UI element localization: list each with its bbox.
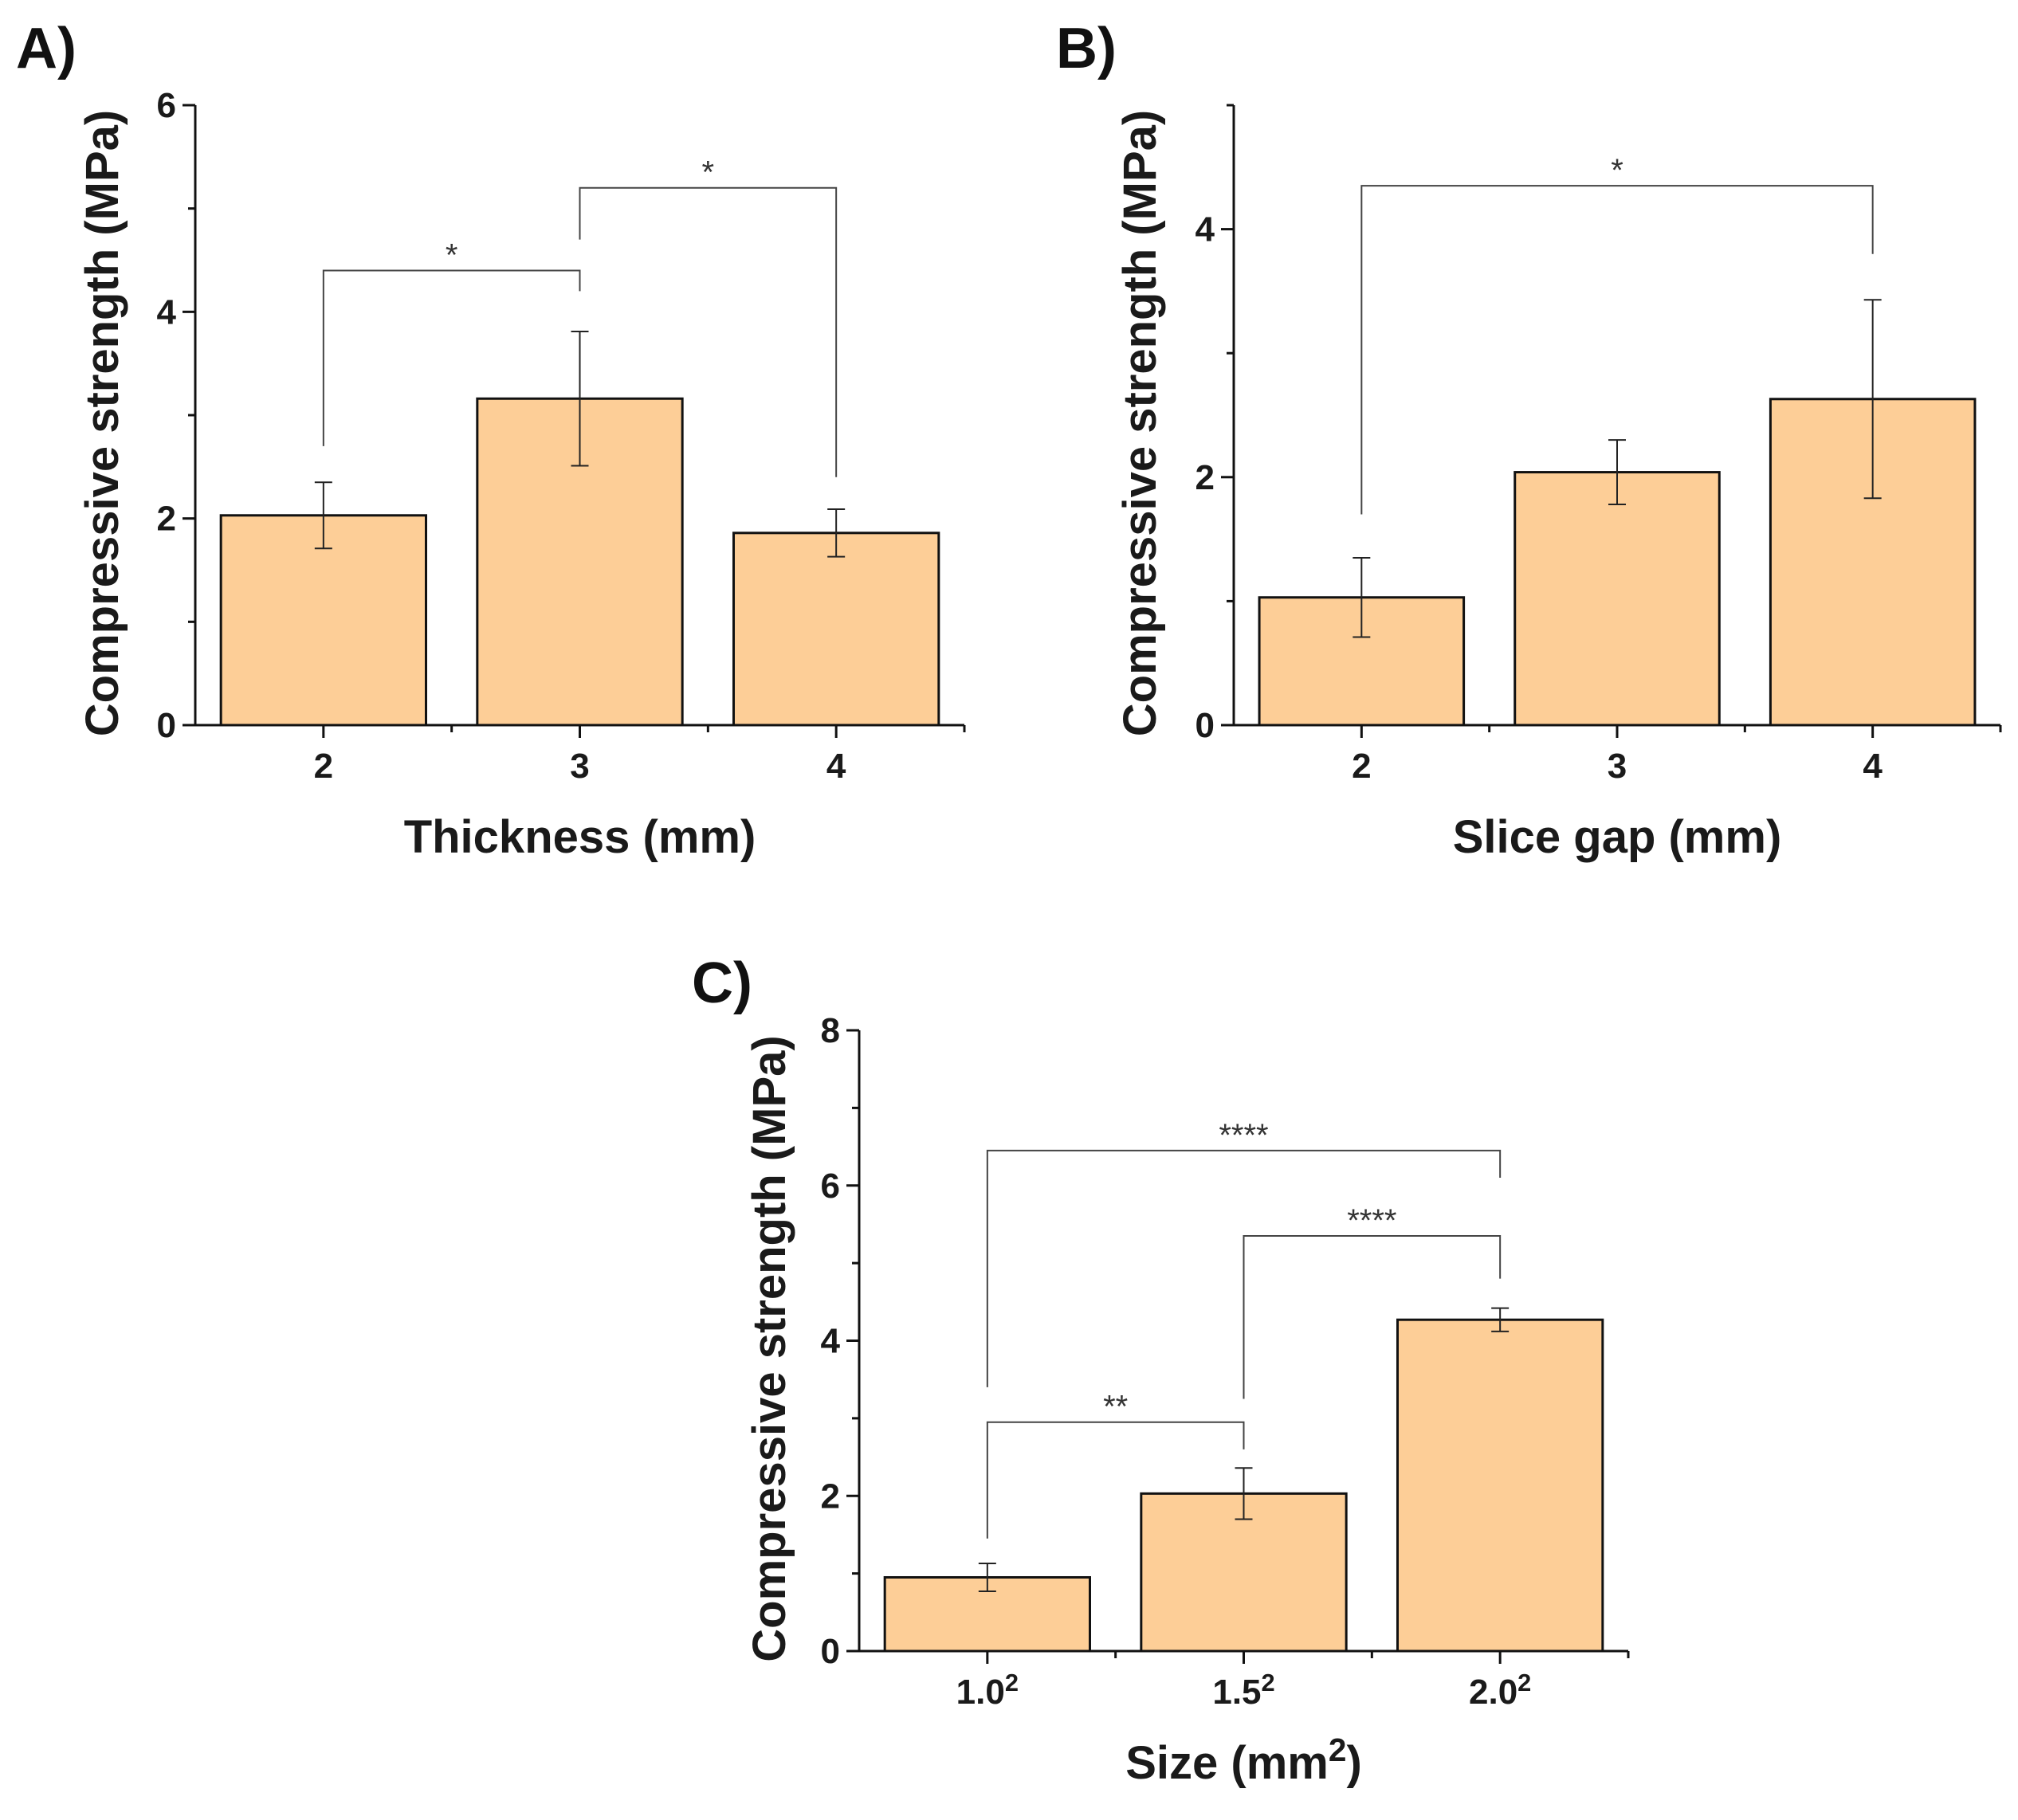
chart-c-significance-label: **** <box>1219 1118 1268 1153</box>
chart-c-error-bar <box>1235 1467 1253 1520</box>
chart-b-bar <box>1514 471 1721 727</box>
chart-c-significance-line <box>986 1421 1245 1539</box>
chart-c-significance-line <box>986 1149 1502 1387</box>
chart-c-panel-label: C) <box>692 951 752 1015</box>
chart-panel-b: B) 0 2 4 2 3 4 Slice gap (mm) Compressive streng… <box>1056 17 2002 863</box>
chart-b-significance-bracket: * <box>1360 153 1874 515</box>
chart-b-x-axis-title: Slice gap (mm) <box>1453 811 1782 863</box>
chart-a-x-tick-label: 4 <box>826 747 846 786</box>
chart-a-significance-line <box>579 186 838 477</box>
chart-c-x-axis-title: Size (mm2) <box>1125 1732 1362 1789</box>
chart-a-significance-bracket: * <box>322 237 581 446</box>
chart-c-y-tick-label: 2 <box>821 1477 840 1516</box>
chart-b-error-bar <box>1863 299 1882 500</box>
chart-b-y-tick-label: 2 <box>1195 458 1215 497</box>
chart-b-panel-label: B) <box>1056 17 1117 80</box>
chart-a-error-bar <box>571 330 589 467</box>
chart-a-bar <box>219 514 427 727</box>
chart-a-significance-line <box>322 269 581 446</box>
chart-a-y-tick-label: 4 <box>157 292 177 331</box>
chart-c-x-tick-label: 1.52 <box>1212 1669 1274 1712</box>
chart-a-x-tick-label: 2 <box>314 747 333 786</box>
chart-a-x-tick-label: 3 <box>570 747 589 786</box>
chart-c-y-tick-label: 4 <box>821 1322 841 1361</box>
chart-b-y-tick-label: 4 <box>1195 210 1215 249</box>
chart-c-y-tick-label: 0 <box>821 1632 840 1671</box>
chart-c-significance-bracket: **** <box>1243 1203 1502 1399</box>
chart-b-error-bar <box>1608 439 1626 506</box>
chart-c-x-tick-label: 2.02 <box>1469 1669 1531 1712</box>
chart-a-significance-label: * <box>446 237 458 273</box>
chart-a-error-bar <box>827 508 846 558</box>
chart-a-y-tick-label: 2 <box>157 500 176 539</box>
chart-a-y-tick-label: 0 <box>157 706 176 745</box>
chart-b-significance-label: * <box>1611 153 1623 188</box>
chart-c-y-tick-label: 6 <box>821 1167 840 1206</box>
chart-c-significance-line <box>1243 1235 1502 1399</box>
chart-b-x-tick-label: 4 <box>1863 747 1883 786</box>
chart-c-significance-label: ** <box>1103 1390 1128 1425</box>
chart-a-y-tick-label: 6 <box>157 86 176 125</box>
chart-c-significance-bracket: **** <box>986 1118 1502 1387</box>
chart-b-error-bar <box>1353 556 1371 638</box>
chart-a-y-axis-title: Compressive strength (MPa) <box>77 110 128 736</box>
chart-b-y-tick-label: 0 <box>1195 706 1215 745</box>
chart-a-significance-bracket: * <box>579 155 838 477</box>
chart-c-x-tick-label: 1.02 <box>956 1669 1019 1712</box>
chart-b-significance-line <box>1360 185 1874 515</box>
chart-c-significance-bracket: ** <box>986 1390 1245 1539</box>
chart-a-bar <box>732 531 940 727</box>
chart-c-error-bar <box>978 1562 996 1593</box>
chart-c-bar <box>1396 1318 1604 1653</box>
chart-a-panel-label: A) <box>16 17 77 80</box>
chart-c-significance-label: **** <box>1347 1203 1396 1238</box>
chart-a-significance-label: * <box>702 155 715 190</box>
chart-a-x-axis-title: Thickness (mm) <box>404 811 756 863</box>
chart-c-error-bar <box>1491 1307 1510 1332</box>
chart-b-x-tick-label: 3 <box>1608 747 1627 786</box>
chart-b-y-axis-title: Compressive strength (MPa) <box>1114 110 1166 736</box>
chart-c-y-axis-title: Compressive strength (MPa) <box>744 1035 795 1661</box>
chart-panel-a: A) 0 2 4 6 2 3 4 Thickness (mm) Compressive stren… <box>16 17 966 863</box>
chart-panel-c: C) 0 2 4 6 8 1.02 1.52 2.02 Size (mm2) Compressive… <box>692 951 1630 1789</box>
chart-b-x-tick-label: 2 <box>1352 747 1371 786</box>
chart-a-error-bar <box>314 481 332 550</box>
chart-c-y-tick-label: 8 <box>821 1011 840 1050</box>
